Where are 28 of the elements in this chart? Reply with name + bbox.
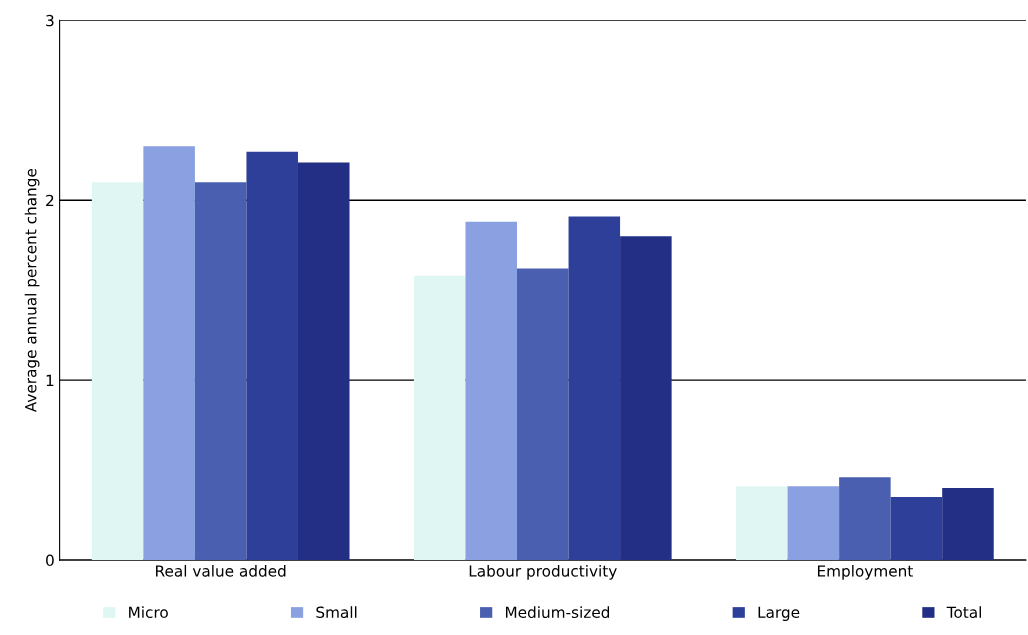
y-tick-label: 1 — [46, 374, 54, 386]
bar — [91, 182, 144, 561]
bar — [942, 488, 994, 561]
y-tick-label: 0 — [46, 554, 54, 567]
bar — [620, 236, 672, 561]
x-tick-label: Labour productivity — [469, 564, 617, 580]
legend-label: Large — [758, 606, 800, 621]
bar — [517, 268, 569, 561]
bar — [787, 486, 840, 561]
legend-label: Total — [946, 606, 981, 619]
bar — [246, 151, 298, 561]
bar — [736, 486, 788, 561]
bar — [413, 275, 466, 561]
bar — [194, 182, 247, 561]
y-axis-title: Average annual percent change — [24, 168, 40, 413]
bar — [890, 497, 943, 561]
legend-label: Medium-sized — [505, 606, 610, 619]
y-tick-label: 2 — [46, 194, 54, 207]
bar — [568, 216, 621, 561]
legend-label: Small — [316, 606, 357, 619]
legend-label: Micro — [129, 606, 168, 619]
x-tick-label: Real value added — [156, 564, 286, 577]
bar — [839, 477, 891, 561]
y-tick-label: 3 — [46, 14, 54, 27]
bar — [297, 162, 350, 561]
bar — [465, 221, 518, 561]
bar — [143, 146, 195, 561]
x-tick-label: Employment — [817, 564, 913, 580]
